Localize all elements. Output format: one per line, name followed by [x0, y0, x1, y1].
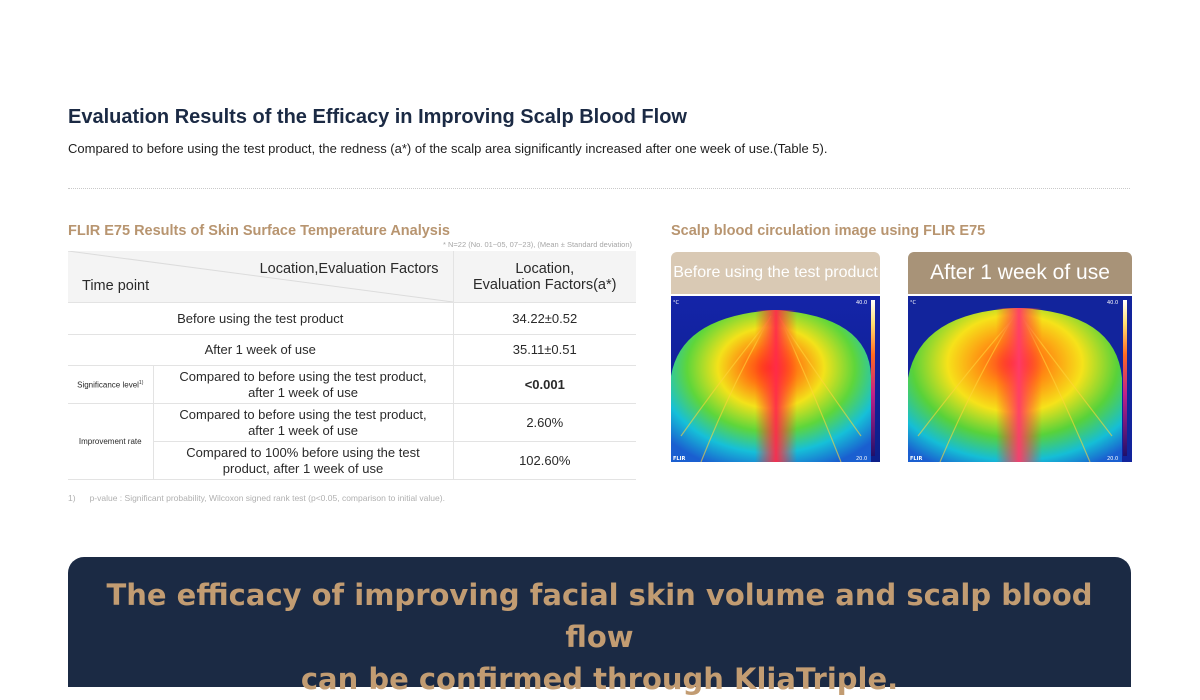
footnote: 1) p-value : Significant probability, Wil… — [68, 493, 445, 503]
header-time-point: Time point — [82, 278, 150, 294]
results-table: Location,Evaluation Factors Time point L… — [68, 251, 636, 480]
significance-level-text: Significance level — [77, 380, 139, 390]
row-label-line1: Compared to before using the test produc… — [179, 406, 427, 422]
flir-logo: FLIR — [910, 456, 922, 462]
row-label-line2: after 1 week of use — [248, 422, 358, 438]
thermal-unit: °C — [673, 300, 680, 306]
flir-logo: FLIR — [673, 456, 685, 462]
table-row: After 1 week of use 35.11±0.51 — [68, 334, 636, 366]
row-label-line2: product, after 1 week of use — [222, 460, 384, 476]
page-subtitle: Compared to before using the test produc… — [68, 141, 828, 156]
conclusion-banner: The efficacy of improving facial skin vo… — [68, 557, 1131, 696]
row-value: 2.60% — [453, 403, 636, 442]
row-label: Compared to before using the test produc… — [153, 365, 454, 404]
row-value: 102.60% — [453, 441, 636, 480]
thermal-unit: °C — [910, 300, 917, 306]
row-label: Compared to 100% before using the test p… — [153, 441, 454, 480]
footnote-marker: 1) — [138, 380, 144, 387]
footnote-text: p-value : Significant probability, Wilco… — [89, 493, 445, 503]
header-location-factors: Location,Evaluation Factors — [259, 261, 439, 277]
thermal-max: 40.0 — [856, 300, 867, 306]
banner-line-2: can be confirmed through KliaTriple. — [300, 662, 899, 696]
image-section-title: Scalp blood circulation image using FLIR… — [671, 223, 986, 239]
thermal-scalp-image-after: °C 40.0 20.0 FLIR — [908, 296, 1132, 462]
banner-line-1: The efficacy of improving facial skin vo… — [106, 578, 1093, 654]
header-value-line1: Location, — [515, 260, 575, 277]
row-label: Before using the test product — [68, 302, 454, 335]
thermal-max: 40.0 — [1107, 300, 1118, 306]
header-value-line2: Evaluation Factors(a*) — [473, 276, 617, 293]
footnote-number: 1) — [68, 493, 76, 503]
diagonal-header-cell: Location,Evaluation Factors Time point — [68, 251, 454, 303]
row-value: 35.11±0.51 — [453, 334, 636, 366]
row-value: <0.001 — [453, 365, 636, 404]
table-row: Improvement rate Compared to before usin… — [68, 403, 636, 480]
diagonal-line — [68, 251, 453, 302]
thermal-min: 20.0 — [1107, 456, 1118, 462]
row-value: 34.22±0.52 — [453, 302, 636, 335]
table-row: Compared to 100% before using the test p… — [68, 441, 636, 480]
significance-level-label: Significance level1) — [68, 365, 154, 404]
page-title: Evaluation Results of the Efficacy in Im… — [68, 106, 687, 128]
before-image-label: Before using the test product — [671, 252, 880, 294]
improvement-rate-label: Improvement rate — [68, 403, 154, 480]
header-value-column: Location, Evaluation Factors(a*) — [453, 251, 636, 303]
thermal-min: 20.0 — [856, 456, 867, 462]
table-section-title: FLIR E75 Results of Skin Surface Tempera… — [68, 223, 450, 239]
before-image-card: Before using the test product — [671, 252, 880, 462]
row-label: Compared to before using the test produc… — [153, 403, 454, 442]
table-row: Significance level1) Compared to before … — [68, 365, 636, 404]
row-label-line1: Compared to before using the test produc… — [179, 368, 427, 384]
thermal-scalp-image-before: °C 40.0 20.0 FLIR — [671, 296, 880, 462]
row-label-line2: after 1 week of use — [248, 384, 358, 400]
row-label: After 1 week of use — [68, 334, 454, 366]
after-image-label: After 1 week of use — [908, 252, 1132, 294]
table-header-row: Location,Evaluation Factors Time point L… — [68, 251, 636, 303]
section-divider — [68, 188, 1130, 189]
sample-note: * N=22 (No. 01~05, 07~23), (Mean ± Stand… — [442, 240, 632, 249]
after-image-card: After 1 week of use °C 40.0 20.0 FLIR — [908, 252, 1132, 462]
table-row: Before using the test product 34.22±0.52 — [68, 302, 636, 335]
row-label-line1: Compared to 100% before using the test — [186, 444, 420, 460]
